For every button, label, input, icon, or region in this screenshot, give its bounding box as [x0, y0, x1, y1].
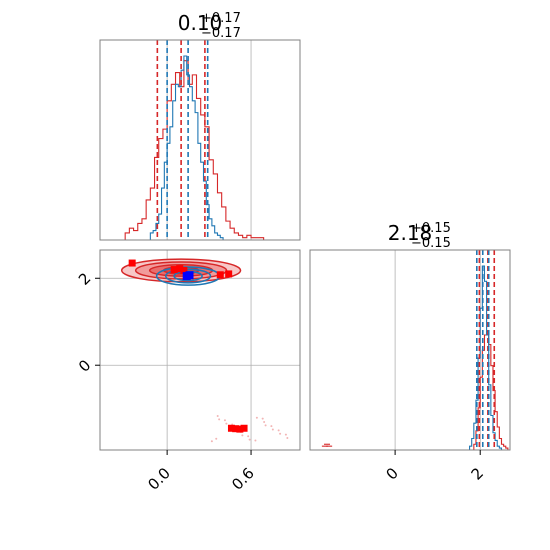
- histogram-red: [473, 330, 509, 450]
- point-blue: [185, 271, 194, 280]
- scatter-point: [261, 417, 264, 420]
- point-red: [240, 424, 248, 432]
- y-tick-label: 0: [75, 356, 94, 375]
- title-bottom-right: 2.18: [388, 221, 433, 245]
- x-tick-label: 2: [468, 464, 487, 483]
- title-top-left-minus: −0.17: [201, 26, 241, 41]
- title-bottom-right-plus: +0.15: [411, 221, 451, 236]
- scatter-point: [210, 440, 213, 443]
- scatter-point: [241, 434, 244, 437]
- scatter-point: [270, 425, 273, 428]
- points-bottom-left: [128, 259, 289, 443]
- point-red: [128, 259, 136, 267]
- y-tick-label: 2: [75, 269, 94, 288]
- frame-bottom-right: [309, 249, 511, 451]
- yticks-bottom-left: 02: [75, 269, 100, 376]
- point-red: [227, 424, 235, 432]
- point-red: [236, 425, 244, 433]
- panel-top-left: 0.10 +0.17 −0.17: [99, 11, 301, 241]
- scatter-point: [277, 429, 280, 432]
- scatter-point: [284, 433, 287, 436]
- scatter-point: [248, 438, 251, 441]
- scatter-point: [286, 436, 289, 439]
- scatter-point: [218, 418, 221, 421]
- title-top-left-plus: +0.17: [201, 11, 241, 26]
- scatter-point: [263, 420, 266, 423]
- point-red: [176, 265, 184, 273]
- point-red: [225, 270, 233, 278]
- histogram-blue: [469, 265, 503, 450]
- scatter-point: [279, 432, 282, 435]
- contour-blue: [164, 268, 212, 284]
- histogram-blue: [149, 55, 224, 240]
- series-top-left: [124, 55, 294, 241]
- title-top-left: 0.10: [178, 11, 223, 35]
- scatter-point: [264, 424, 267, 427]
- frame-bottom-left: [99, 249, 301, 451]
- x-tick-label: 0.0: [144, 464, 174, 494]
- histogram-red: [124, 60, 294, 241]
- grid-bottom-right: [394, 250, 481, 450]
- point-red: [180, 266, 188, 274]
- panel-bottom-left: 0.0 0.6 02: [75, 249, 301, 494]
- xticks-bottom-left: 0.0 0.6: [144, 450, 258, 494]
- title-bottom-right-minus: −0.15: [411, 236, 451, 251]
- scatter-point: [255, 416, 258, 419]
- point-red: [170, 266, 178, 274]
- point-red: [232, 425, 240, 433]
- scatter-point: [247, 435, 250, 438]
- quantiles-bottom-right: [476, 250, 496, 450]
- point-red: [216, 271, 224, 279]
- quantiles-top-left: [156, 40, 209, 240]
- title-median: 0.10: [178, 11, 223, 35]
- scatter-point: [225, 422, 228, 425]
- frame-top-left: [99, 39, 301, 241]
- scatter-point: [216, 415, 219, 418]
- scatter-point: [271, 428, 274, 431]
- scatter-point: [223, 419, 226, 422]
- x-tick-label: 0: [382, 464, 401, 483]
- title-median-2: 2.18: [388, 221, 433, 245]
- scatter-point: [254, 439, 257, 442]
- scatter-point: [215, 437, 218, 440]
- series-bottom-right: [321, 265, 509, 450]
- x-tick-label: 0.6: [228, 464, 258, 494]
